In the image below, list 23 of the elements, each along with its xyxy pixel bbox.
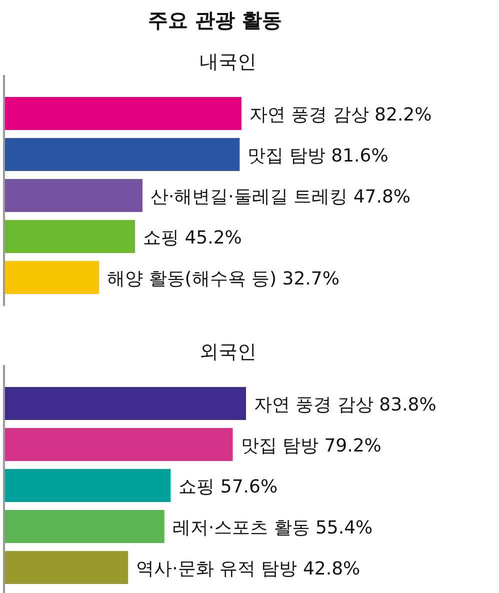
value-label: 자연 풍경 감상 82.2% <box>249 104 432 126</box>
bar <box>5 97 242 130</box>
bar <box>5 551 128 584</box>
chart-subtitle: 외국인 <box>200 341 256 363</box>
value-label: 맛집 탐방 79.2% <box>240 436 382 456</box>
bar <box>5 179 142 212</box>
value-label: 산·해변길·둘레길 트레킹 47.8% <box>150 186 411 208</box>
value-label: 쇼핑 57.6% <box>178 476 278 498</box>
value-label: 역사·문화 유적 탐방 42.8% <box>136 558 360 580</box>
chart-title: 주요 관광 활동 <box>148 8 282 32</box>
value-label: 해양 활동(해수욕 등) 32.7% <box>107 268 340 290</box>
bar <box>5 261 100 294</box>
value-label: 쇼핑 45.2% <box>143 228 242 248</box>
bar <box>5 510 164 543</box>
bar <box>5 387 246 420</box>
value-label: 맛집 탐방 81.6% <box>248 146 388 166</box>
value-label: 자연 풍경 감상 83.8% <box>254 394 436 416</box>
value-label: 레저·스포츠 활동 55.4% <box>172 518 373 538</box>
bar <box>5 428 233 461</box>
bar <box>5 220 135 253</box>
bar <box>5 138 240 171</box>
bar <box>5 469 171 502</box>
chart-subtitle: 내국인 <box>200 51 256 73</box>
